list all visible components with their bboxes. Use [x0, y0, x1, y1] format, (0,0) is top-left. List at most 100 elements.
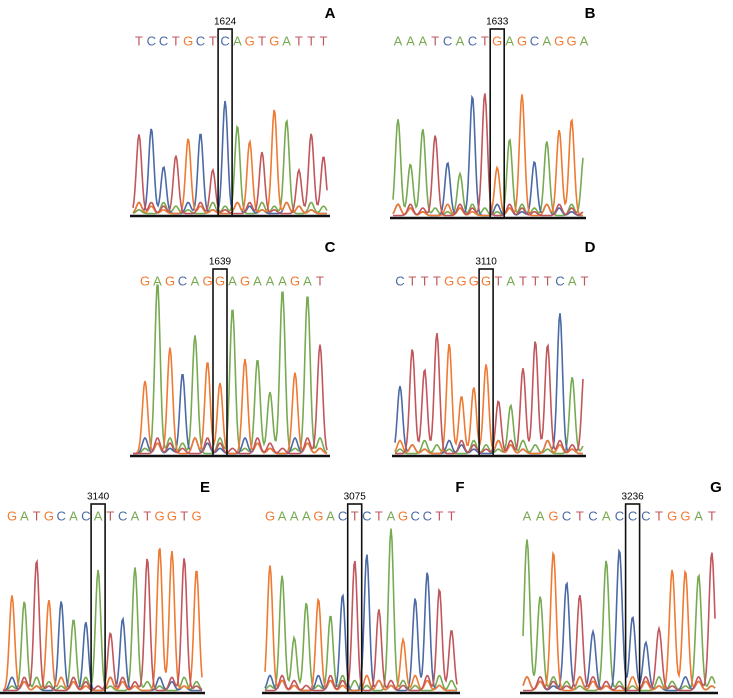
- base-letter: G: [202, 273, 212, 288]
- base-letter: A: [394, 33, 403, 48]
- base-letter: C: [530, 33, 539, 48]
- base-letter: C: [411, 508, 420, 523]
- base-letter: G: [680, 508, 690, 523]
- highlight-box: [624, 503, 641, 694]
- base-letter: C: [159, 33, 168, 48]
- base-letter: G: [167, 508, 177, 523]
- base-letter: G: [191, 508, 201, 523]
- base-letter: A: [302, 508, 311, 523]
- base-letter: T: [655, 508, 663, 523]
- base-letter: C: [220, 33, 229, 48]
- highlight-box: [346, 503, 363, 694]
- base-letter: G: [548, 508, 558, 523]
- base-letter: A: [153, 273, 162, 288]
- base-letter: T: [435, 508, 443, 523]
- base-letter: A: [191, 273, 200, 288]
- base-letter: T: [531, 273, 539, 288]
- base-letter: T: [421, 273, 429, 288]
- base-letter: T: [431, 33, 439, 48]
- trace-t: [393, 93, 584, 217]
- base-letter: C: [641, 508, 650, 523]
- base-letter: A: [20, 508, 29, 523]
- base-letter: T: [351, 508, 359, 523]
- base-letter: C: [555, 273, 564, 288]
- trace-a: [394, 376, 584, 455]
- base-letter: C: [588, 508, 597, 523]
- position-label: 1624: [214, 17, 237, 28]
- base-letter: C: [81, 508, 90, 523]
- base-letter: T: [180, 508, 188, 523]
- base-letter: C: [628, 508, 637, 523]
- base-letter: T: [209, 33, 217, 48]
- base-letter: G: [567, 33, 577, 48]
- base-letter: C: [468, 33, 477, 48]
- base-letter: A: [506, 273, 515, 288]
- base-letter: T: [494, 273, 502, 288]
- base-letter: C: [362, 508, 371, 523]
- position-label: 1633: [486, 17, 509, 28]
- panel-label: D: [585, 239, 596, 256]
- highlight-box: [489, 28, 506, 219]
- base-letter: C: [562, 508, 571, 523]
- base-letter: G: [398, 508, 408, 523]
- trace-c: [522, 548, 716, 692]
- base-letter: G: [44, 508, 54, 523]
- base-letter: G: [667, 508, 677, 523]
- trace-t: [132, 133, 328, 215]
- base-letter: T: [307, 33, 315, 48]
- base-letter: T: [581, 273, 589, 288]
- highlight-box: [478, 268, 494, 457]
- base-letter: G: [245, 33, 255, 48]
- base-letter: G: [140, 273, 150, 288]
- base-letter: A: [568, 273, 577, 288]
- base-letter: T: [544, 273, 552, 288]
- base-letter: C: [118, 508, 127, 523]
- base-letter: G: [517, 33, 527, 48]
- trace-t: [523, 552, 716, 692]
- base-letter: C: [57, 508, 66, 523]
- base-letter: T: [258, 33, 266, 48]
- base-letter: A: [94, 508, 103, 523]
- base-letter: T: [316, 273, 324, 288]
- base-letter: A: [694, 508, 703, 523]
- base-letter: A: [131, 508, 140, 523]
- base-letter: C: [196, 33, 205, 48]
- base-letter: A: [387, 508, 396, 523]
- position-label: 3075: [344, 492, 367, 503]
- base-letter: C: [443, 33, 452, 48]
- base-letter: G: [7, 508, 17, 523]
- base-letter: G: [183, 33, 193, 48]
- base-letter: C: [338, 508, 347, 523]
- base-letter: T: [481, 33, 489, 48]
- base-letter: A: [228, 273, 237, 288]
- highlight-box: [212, 268, 228, 457]
- base-letter: G: [269, 33, 279, 48]
- base-letter: T: [448, 508, 456, 523]
- trace-g: [133, 347, 328, 455]
- position-label: 3236: [621, 492, 644, 503]
- position-label: 1639: [209, 257, 232, 268]
- base-letter: G: [492, 33, 502, 48]
- panel-label: C: [325, 239, 336, 256]
- base-letter: T: [135, 33, 143, 48]
- trace-a: [133, 284, 328, 455]
- base-letter: T: [172, 33, 180, 48]
- trace-g: [522, 550, 716, 692]
- base-letter: T: [320, 33, 328, 48]
- trace-c: [132, 100, 327, 215]
- trace-a: [3, 567, 203, 692]
- base-letter: T: [295, 33, 303, 48]
- base-letter: T: [576, 508, 584, 523]
- base-letter: C: [423, 508, 432, 523]
- base-letter: A: [456, 33, 465, 48]
- base-letter: C: [178, 273, 187, 288]
- base-letter: G: [215, 273, 225, 288]
- base-letter: G: [240, 273, 250, 288]
